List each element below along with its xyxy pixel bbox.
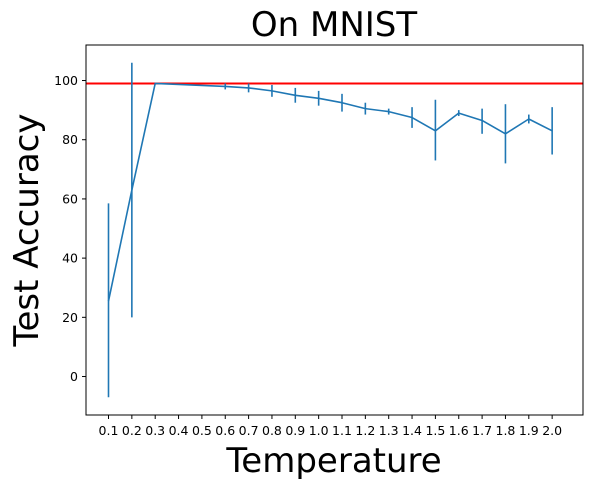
x-tick-label: 0.3 xyxy=(145,423,165,438)
x-tick-label: 1.6 xyxy=(449,423,469,438)
x-tick-label: 1.4 xyxy=(402,423,422,438)
chart-title: On MNIST xyxy=(251,5,417,45)
x-tick-label: 0.5 xyxy=(192,423,212,438)
x-tick-label: 0.9 xyxy=(285,423,305,438)
x-tick-label: 1.9 xyxy=(519,423,539,438)
series-line xyxy=(107,82,553,302)
x-tick-label: 1.2 xyxy=(355,423,375,438)
y-axis-label: Test Accuracy xyxy=(7,114,47,348)
y-tick-label: 100 xyxy=(54,73,78,88)
x-tick-label: 0.2 xyxy=(122,423,142,438)
y-tick-label: 60 xyxy=(62,191,78,206)
x-tick-label: 1.1 xyxy=(332,423,352,438)
x-tick-label: 1.0 xyxy=(309,423,329,438)
x-tick-label: 1.5 xyxy=(425,423,445,438)
x-tick-label: 0.1 xyxy=(99,423,119,438)
y-tick-label: 80 xyxy=(62,132,78,147)
y-tick-label: 0 xyxy=(70,369,78,384)
y-tick-label: 40 xyxy=(62,251,78,266)
axes-frame xyxy=(85,44,584,416)
x-tick-label: 1.7 xyxy=(472,423,492,438)
x-tick-label: 2.0 xyxy=(542,423,562,438)
y-tick-label: 20 xyxy=(62,310,78,325)
x-tick-label: 0.8 xyxy=(262,423,282,438)
x-tick-label: 1.3 xyxy=(379,423,399,438)
x-axis-label: Temperature xyxy=(225,441,441,481)
x-tick-label: 0.7 xyxy=(239,423,259,438)
x-tick-label: 0.4 xyxy=(169,423,189,438)
x-tick-label: 0.6 xyxy=(215,423,235,438)
x-tick-label: 1.8 xyxy=(496,423,516,438)
